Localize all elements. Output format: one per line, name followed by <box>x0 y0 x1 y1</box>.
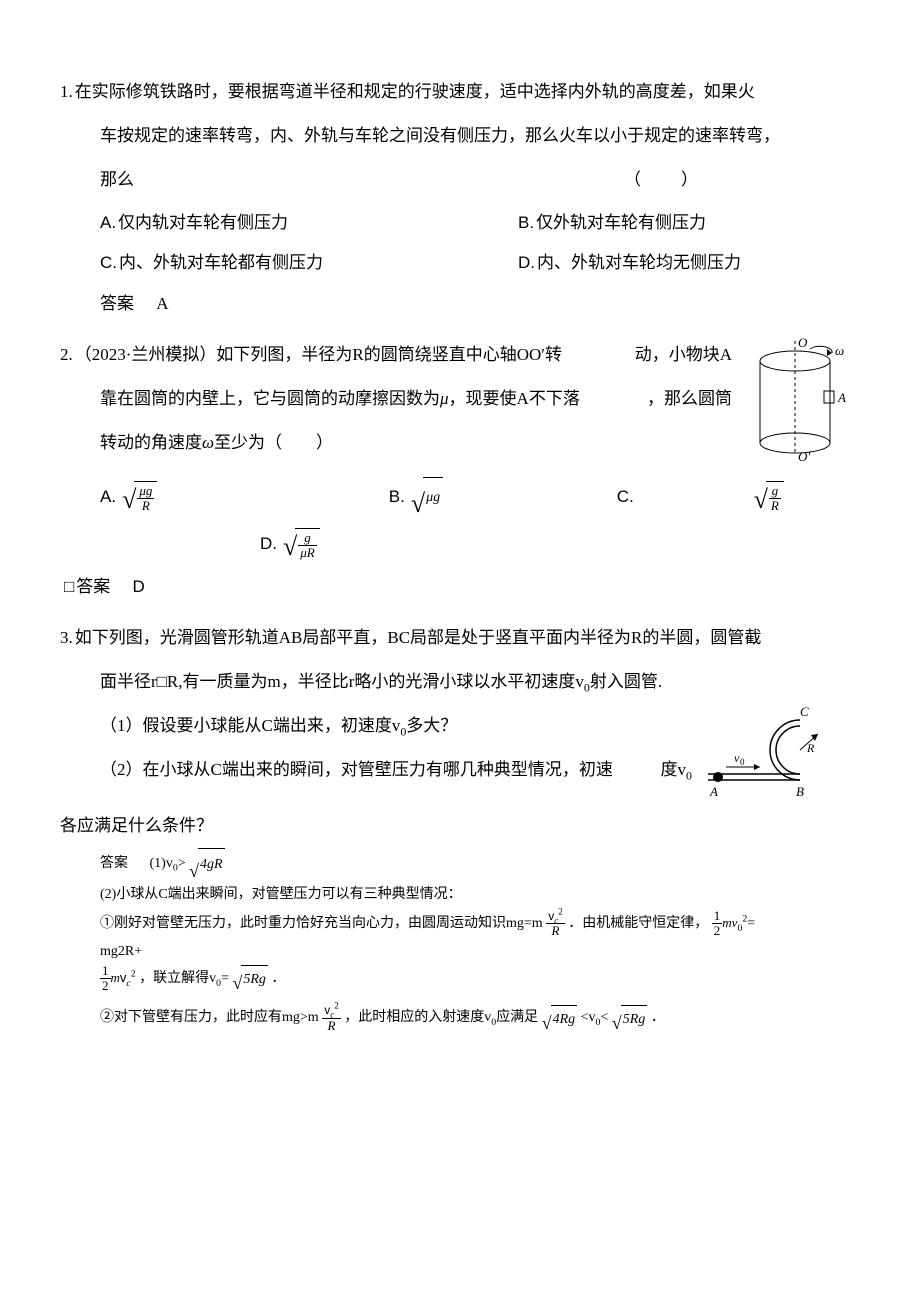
cylinder-figure: O O′ ω A <box>740 333 860 473</box>
p3-case1-l2: mg2R+ <box>60 939 860 964</box>
svg-text:ω: ω <box>835 343 844 358</box>
p1-optC: 内、外轨对车轮都有侧压力 <box>119 243 323 284</box>
p1-number: 1. <box>60 70 73 114</box>
p3-case1-l1: ①刚好对管壁无压力，此时重力恰好充当向心力，由圆周运动知识mg=m vc2 R … <box>60 909 860 939</box>
p1-optD: 内、外轨对车轮均无侧压力 <box>537 243 741 284</box>
problem-3: 3. 如下列图，光滑圆管形轨道AB局部平直，BC局部是处于竖直平面内半径为R的半… <box>60 616 860 1033</box>
p2-opts: A. √ μgR B. √μg C. √ gR <box>60 473 860 521</box>
p3-case1-l3: 12mvc2 ，联立解得v0= √5Rg ． <box>60 964 860 994</box>
p3-line2: 面半径r□R,有一质量为m，半径比r略小的光滑小球以水平初速度v0射入圆管. <box>60 660 860 704</box>
p1-optA: 仅内轨对车轮有侧压力 <box>118 203 288 244</box>
p1-line1: 在实际修筑铁路时，要根据弯道半径和规定的行驶速度，适中选择内外轨的高度差，如果火 <box>75 70 860 114</box>
track-figure: v 0 R A B C <box>700 704 860 804</box>
p1-line2: 车按规定的速率转弯，内、外轨与车轮之间没有侧压力，那么火车以小于规定的速率转弯， <box>60 114 860 158</box>
p3-q3: 各应满足什么条件？ <box>60 804 860 848</box>
p2-optB: B. √μg <box>389 475 617 519</box>
p2-optD: D. √ gμR <box>60 521 860 567</box>
svg-text:O′: O′ <box>798 449 810 464</box>
p3-answer: 答案 (1)v0> √4gR <box>60 848 860 879</box>
p1-optB: 仅外轨对车轮有侧压力 <box>536 203 706 244</box>
p2-line2: 靠在圆筒的内壁上，它与圆筒的动摩擦因数为μ，现要使A不下落 ，那么圆筒 <box>60 377 732 421</box>
p3-a2-head: (2)小球从C端出来瞬间，对管壁压力可以有三种典型情况： <box>60 880 860 909</box>
p3-q2: （2）在小球从C端出来的瞬间，对管壁压力有哪几种典型情况，初速 度v0 <box>60 748 692 792</box>
svg-text:R: R <box>806 741 815 755</box>
p1-line3: 那么 （ ） <box>60 158 860 202</box>
p2-line1-tail: 动，小物块A <box>635 333 732 377</box>
svg-text:B: B <box>796 784 804 799</box>
svg-text:A: A <box>709 784 718 799</box>
svg-text:O: O <box>798 335 808 350</box>
p3-case2: ②对下管壁有压力，此时应有mg>m vc2 R ，此时相应的入射速度v0应满足 … <box>60 1003 860 1033</box>
p3-number: 3. <box>60 616 73 660</box>
p2-number: 2. <box>60 333 73 377</box>
p2-optC-label: C. <box>617 475 754 519</box>
p2-line1: （2023·兰州模拟）如下列图，半径为R的圆筒绕竖直中心轴OO′转 <box>75 333 611 377</box>
p1-opts-row2: C.内、外轨对车轮都有侧压力 D.内、外轨对车轮均无侧压力 <box>60 243 860 284</box>
p2-answer: □答案 D <box>60 567 860 608</box>
p2-optA: A. √ μgR <box>100 475 389 519</box>
p2-optC-val: √ gR <box>754 481 860 514</box>
svg-text:0: 0 <box>740 757 745 767</box>
svg-text:C: C <box>800 704 809 719</box>
p1-opts-row1: A.仅内轨对车轮有侧压力 B.仅外轨对车轮有侧压力 <box>60 203 860 244</box>
p1-answer: 答案 A <box>60 284 860 325</box>
problem-1: 1. 在实际修筑铁路时，要根据弯道半径和规定的行驶速度，适中选择内外轨的高度差，… <box>60 70 860 325</box>
p1-blank: （ ） <box>624 158 700 202</box>
svg-text:A: A <box>837 390 846 405</box>
problem-2: O O′ ω A 2. （2023·兰州模拟）如下列图，半径为R的圆筒绕竖直中心… <box>60 333 860 608</box>
p3-line1: 如下列图，光滑圆管形轨道AB局部平直，BC局部是处于竖直平面内半径为R的半圆，圆… <box>75 616 860 660</box>
